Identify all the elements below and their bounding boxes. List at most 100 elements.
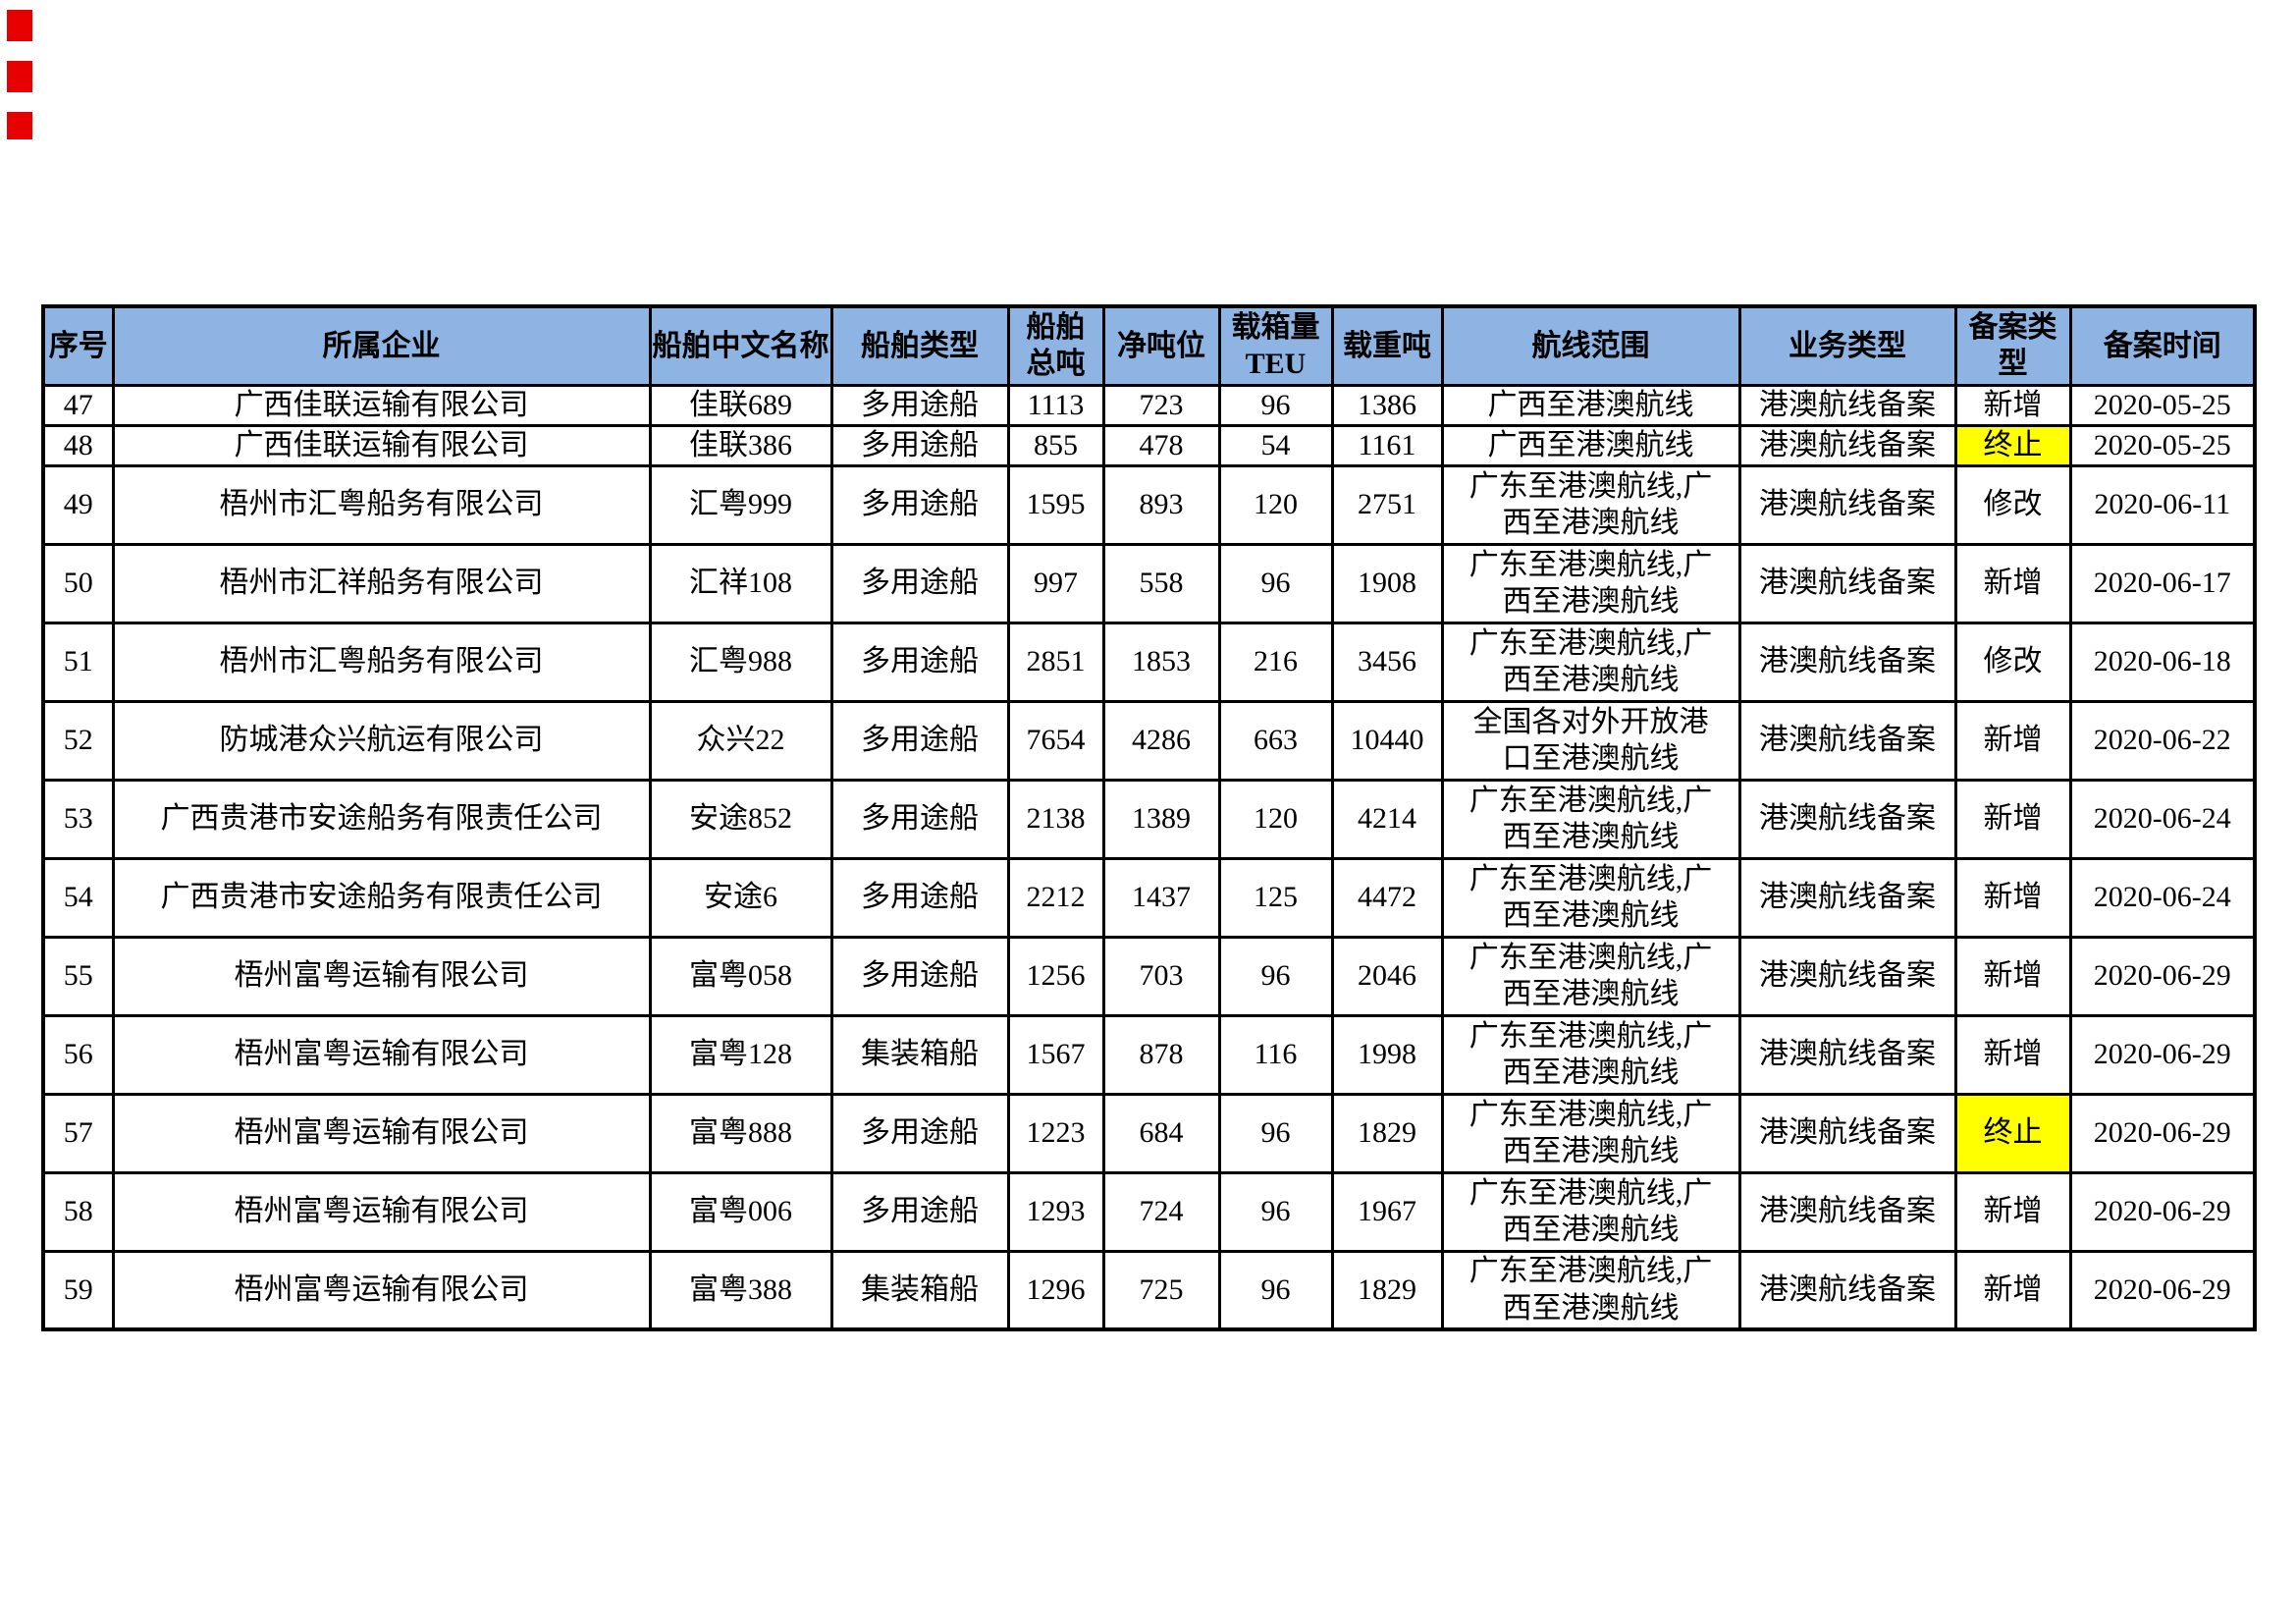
col-header-business_type: 业务类型 <box>1737 304 1957 387</box>
table-row: 58 梧州富粤运输有限公司 富粤006 多用途船 1293 724 96 1967 广东至港澳航… <box>41 1170 2257 1253</box>
table-row: 49 梧州市汇粤船务有限公司 汇粤999 多用途船 1595 893 120 2751 广东至港… <box>41 463 2257 546</box>
cell-record_type: 新增 <box>1953 1170 2072 1253</box>
cell-company: 梧州市汇祥船务有限公司 <box>111 542 652 624</box>
cell-ship_name: 安途6 <box>648 856 833 939</box>
cell-company: 梧州富粤运输有限公司 <box>111 1249 652 1331</box>
cell-business_type: 港澳航线备案 <box>1737 778 1957 860</box>
cell-record_date: 2020-06-22 <box>2068 699 2257 782</box>
cell-seq: 58 <box>41 1170 115 1253</box>
table-row: 52 防城港众兴航运有限公司 众兴22 多用途船 7654 4286 663 10440 全国各… <box>41 699 2257 782</box>
cell-ship_type: 多用途船 <box>829 542 1010 624</box>
cell-company: 梧州市汇粤船务有限公司 <box>111 463 652 546</box>
cell-net_tonnage: 703 <box>1101 935 1221 1017</box>
cell-teu: 125 <box>1217 856 1334 939</box>
cell-teu: 216 <box>1217 621 1334 703</box>
cell-net_tonnage: 724 <box>1101 1170 1221 1253</box>
cell-dwt: 3456 <box>1330 621 1444 703</box>
ship-record-table: 序号 所属企业 船舶中文名称 船舶类型 船舶 总吨 净吨位 载箱量 TEU 载重吨 航线范围 业务… <box>41 304 2257 1331</box>
cell-record_date: 2020-06-11 <box>2068 463 2257 546</box>
cell-business_type: 港澳航线备案 <box>1737 542 1957 624</box>
cell-seq: 57 <box>41 1092 115 1174</box>
cell-ship_name: 汇粤999 <box>648 463 833 546</box>
cell-ship_type: 多用途船 <box>829 423 1010 467</box>
col-header-teu: 载箱量 TEU <box>1217 304 1334 387</box>
cell-business_type: 港澳航线备案 <box>1737 423 1957 467</box>
cell-seq: 52 <box>41 699 115 782</box>
red-mark-icon <box>7 10 32 41</box>
cell-teu: 54 <box>1217 423 1334 467</box>
cell-ship_type: 集装箱船 <box>829 1249 1010 1331</box>
cell-ship_name: 佳联386 <box>648 423 833 467</box>
cell-business_type: 港澳航线备案 <box>1737 1170 1957 1253</box>
cell-ship_name: 众兴22 <box>648 699 833 782</box>
cell-ship_name: 汇祥108 <box>648 542 833 624</box>
table-row: 50 梧州市汇祥船务有限公司 汇祥108 多用途船 997 558 96 1908 广东至港澳航… <box>41 542 2257 624</box>
cell-ship_type: 多用途船 <box>829 621 1010 703</box>
cell-route: 全国各对外开放港 口至港澳航线 <box>1440 699 1741 782</box>
cell-ship_type: 多用途船 <box>829 935 1010 1017</box>
cell-net_tonnage: 684 <box>1101 1092 1221 1174</box>
cell-record_date: 2020-06-29 <box>2068 1013 2257 1096</box>
cell-record_type: 新增 <box>1953 699 2072 782</box>
cell-record_type: 新增 <box>1953 1013 2072 1096</box>
cell-gross_tonnage: 2138 <box>1006 778 1105 860</box>
cell-teu: 96 <box>1217 1092 1334 1174</box>
cell-company: 梧州富粤运输有限公司 <box>111 935 652 1017</box>
cell-ship_name: 富粤006 <box>648 1170 833 1253</box>
cell-record_date: 2020-06-29 <box>2068 1170 2257 1253</box>
cell-record_date: 2020-05-25 <box>2068 423 2257 467</box>
cell-teu: 120 <box>1217 463 1334 546</box>
cell-teu: 120 <box>1217 778 1334 860</box>
cell-ship_name: 佳联689 <box>648 383 833 427</box>
cell-business_type: 港澳航线备案 <box>1737 1092 1957 1174</box>
cell-dwt: 10440 <box>1330 699 1444 782</box>
cell-record_date: 2020-06-18 <box>2068 621 2257 703</box>
col-header-record_type: 备案类 型 <box>1953 304 2072 387</box>
cell-net_tonnage: 725 <box>1101 1249 1221 1331</box>
cell-gross_tonnage: 1223 <box>1006 1092 1105 1174</box>
red-mark-icon <box>7 61 32 92</box>
cell-teu: 96 <box>1217 1170 1334 1253</box>
table-row: 57 梧州富粤运输有限公司 富粤888 多用途船 1223 684 96 1829 广东至港澳航… <box>41 1092 2257 1174</box>
cell-gross_tonnage: 855 <box>1006 423 1105 467</box>
cell-record_type: 新增 <box>1953 856 2072 939</box>
cell-record_date: 2020-06-17 <box>2068 542 2257 624</box>
cell-business_type: 港澳航线备案 <box>1737 621 1957 703</box>
cell-business_type: 港澳航线备案 <box>1737 383 1957 427</box>
cell-record_type: 新增 <box>1953 542 2072 624</box>
cell-net_tonnage: 1853 <box>1101 621 1221 703</box>
cell-route: 广西至港澳航线 <box>1440 383 1741 427</box>
cell-ship_type: 集装箱船 <box>829 1013 1010 1096</box>
cell-seq: 50 <box>41 542 115 624</box>
table-body: 47 广西佳联运输有限公司 佳联689 多用途船 1113 723 96 1386 广西至港澳航… <box>41 383 2257 1331</box>
cell-route: 广东至港澳航线,广 西至港澳航线 <box>1440 1013 1741 1096</box>
cell-route: 广东至港澳航线,广 西至港澳航线 <box>1440 856 1741 939</box>
cell-ship_type: 多用途船 <box>829 856 1010 939</box>
cell-route: 广东至港澳航线,广 西至港澳航线 <box>1440 542 1741 624</box>
cell-dwt: 2046 <box>1330 935 1444 1017</box>
cell-route: 广西至港澳航线 <box>1440 423 1741 467</box>
cell-company: 广西佳联运输有限公司 <box>111 423 652 467</box>
cell-ship_type: 多用途船 <box>829 778 1010 860</box>
cell-dwt: 1829 <box>1330 1249 1444 1331</box>
cell-teu: 116 <box>1217 1013 1334 1096</box>
cell-company: 梧州富粤运输有限公司 <box>111 1092 652 1174</box>
table-row: 47 广西佳联运输有限公司 佳联689 多用途船 1113 723 96 1386 广西至港澳航… <box>41 383 2257 427</box>
cell-company: 梧州富粤运输有限公司 <box>111 1013 652 1096</box>
cell-record_type: 新增 <box>1953 778 2072 860</box>
cell-ship_name: 富粤388 <box>648 1249 833 1331</box>
cell-record_type: 修改 <box>1953 621 2072 703</box>
cell-gross_tonnage: 1113 <box>1006 383 1105 427</box>
cell-ship_type: 多用途船 <box>829 699 1010 782</box>
cell-ship_name: 富粤058 <box>648 935 833 1017</box>
col-header-gross_tonnage: 船舶 总吨 <box>1006 304 1105 387</box>
cell-ship_type: 多用途船 <box>829 1170 1010 1253</box>
cell-teu: 96 <box>1217 383 1334 427</box>
cell-net_tonnage: 558 <box>1101 542 1221 624</box>
cell-seq: 54 <box>41 856 115 939</box>
col-header-net_tonnage: 净吨位 <box>1101 304 1221 387</box>
cell-ship_name: 富粤888 <box>648 1092 833 1174</box>
red-mark-icon <box>7 112 32 139</box>
cell-net_tonnage: 478 <box>1101 423 1221 467</box>
cell-gross_tonnage: 1296 <box>1006 1249 1105 1331</box>
